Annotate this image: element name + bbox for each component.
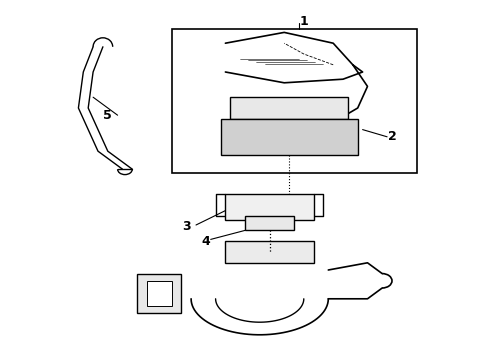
Text: 2: 2	[388, 130, 396, 143]
Bar	[230, 97, 348, 119]
Bar	[147, 281, 172, 306]
Text: 4: 4	[201, 235, 210, 248]
Bar	[137, 274, 181, 313]
Text: 3: 3	[182, 220, 191, 233]
Bar	[225, 241, 314, 263]
Bar	[220, 119, 358, 155]
Bar	[172, 29, 416, 173]
Text: 5: 5	[103, 109, 112, 122]
Text: 1: 1	[299, 15, 308, 28]
Bar	[245, 216, 294, 230]
Bar	[225, 194, 314, 220]
